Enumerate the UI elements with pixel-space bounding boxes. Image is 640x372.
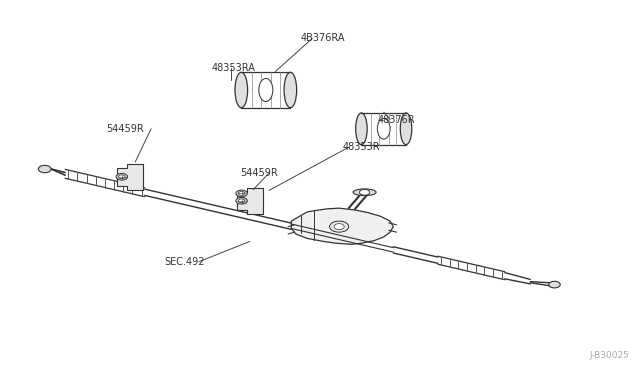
- Circle shape: [236, 190, 247, 197]
- Circle shape: [118, 175, 125, 179]
- Text: 54459R: 54459R: [106, 124, 144, 134]
- Text: 48353RA: 48353RA: [212, 63, 255, 73]
- Polygon shape: [117, 164, 143, 190]
- Text: SEC.492: SEC.492: [164, 257, 204, 267]
- Ellipse shape: [378, 118, 390, 139]
- Ellipse shape: [356, 113, 367, 145]
- Ellipse shape: [235, 72, 248, 108]
- Text: 54459R: 54459R: [241, 168, 278, 178]
- Circle shape: [330, 221, 349, 232]
- Circle shape: [334, 224, 344, 230]
- Circle shape: [239, 199, 245, 203]
- Text: 48376R: 48376R: [378, 115, 415, 125]
- Ellipse shape: [400, 113, 412, 145]
- Polygon shape: [237, 188, 262, 214]
- Text: 4B376RA: 4B376RA: [301, 33, 346, 43]
- Circle shape: [236, 198, 247, 204]
- Circle shape: [239, 192, 245, 195]
- Text: 48353R: 48353R: [342, 142, 380, 152]
- Circle shape: [360, 189, 370, 195]
- Ellipse shape: [353, 189, 376, 196]
- Ellipse shape: [284, 72, 297, 108]
- Text: J-B30025: J-B30025: [589, 351, 629, 360]
- Polygon shape: [291, 208, 394, 244]
- Ellipse shape: [259, 78, 273, 102]
- Circle shape: [38, 165, 51, 173]
- Circle shape: [548, 281, 560, 288]
- Circle shape: [116, 173, 127, 180]
